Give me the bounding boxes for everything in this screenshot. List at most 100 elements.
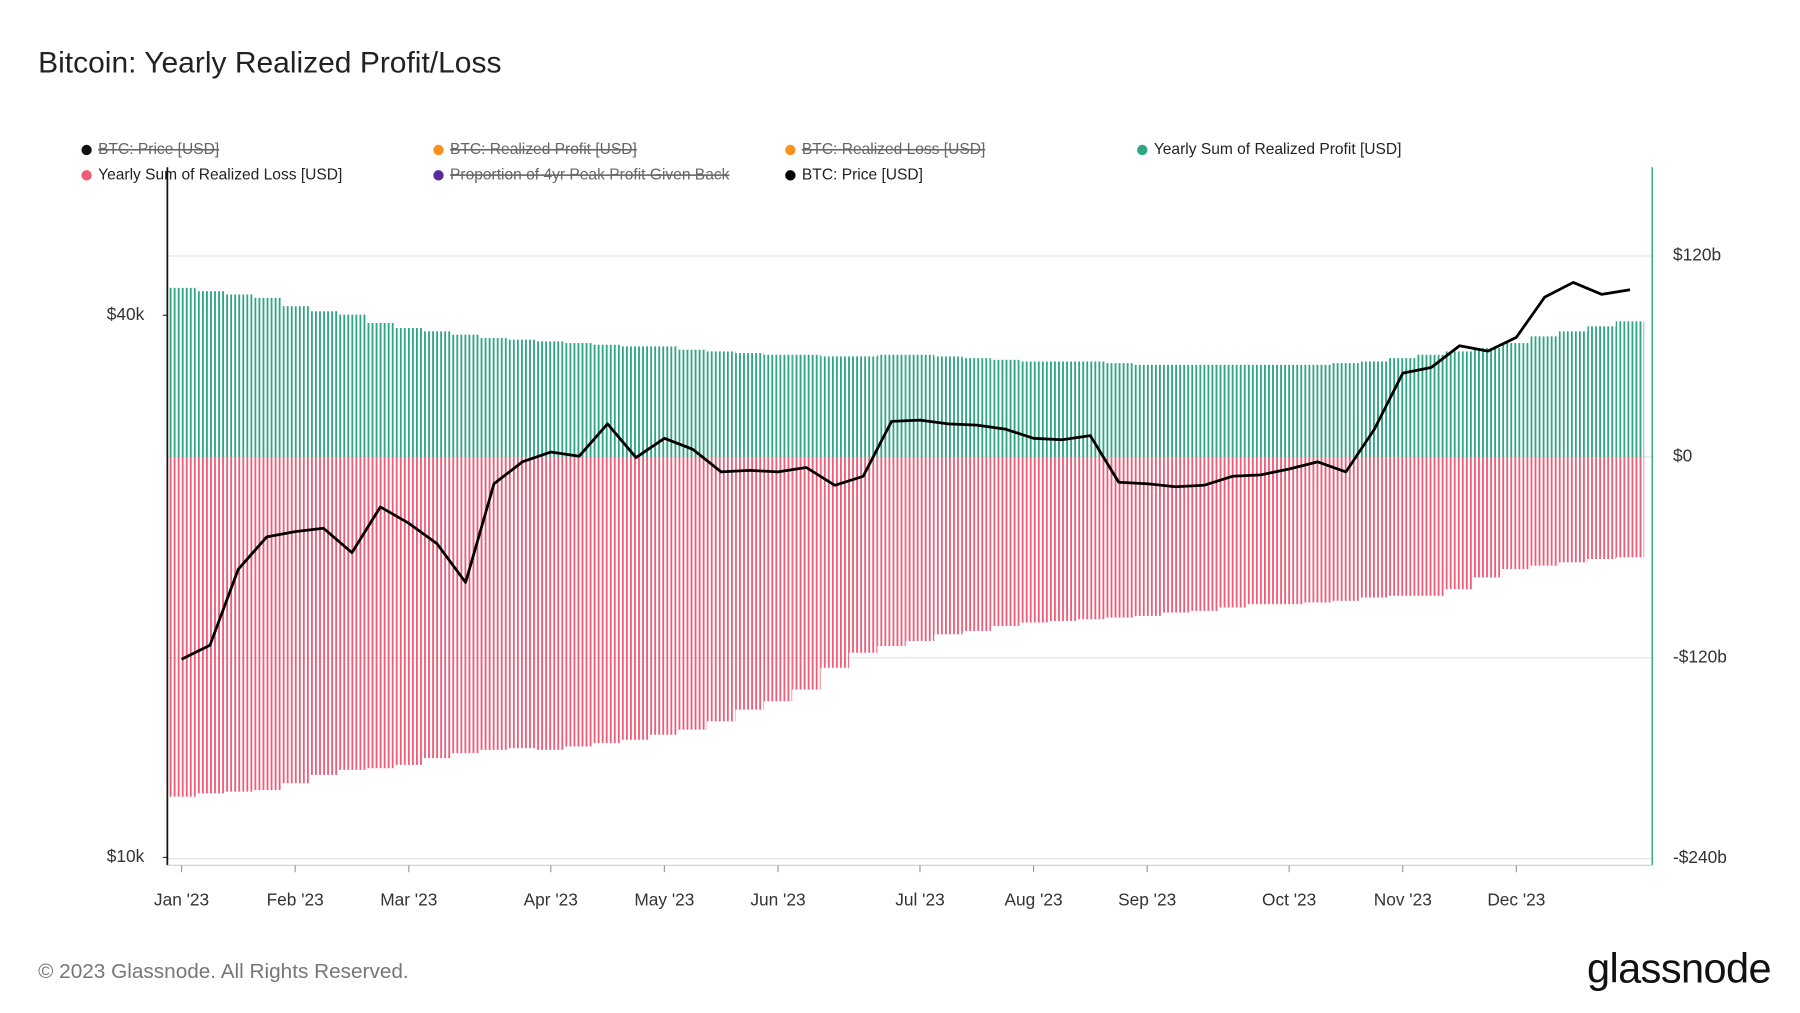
bar	[195, 291, 225, 457]
bar	[479, 456, 509, 750]
chart-title: Bitcoin: Yearly Realized Profit/Loss	[38, 47, 501, 80]
bar	[1019, 361, 1048, 457]
bar	[451, 456, 480, 754]
bar	[1502, 456, 1531, 570]
bar	[337, 456, 367, 770]
legend-label: Yearly Sum of Realized Profit [USD]	[1154, 141, 1402, 158]
bar	[451, 334, 480, 457]
bar	[877, 456, 906, 647]
bar	[650, 456, 679, 735]
bar	[650, 346, 679, 457]
bar	[1047, 456, 1077, 621]
x-tick-label: Sep '23	[1118, 890, 1176, 910]
bar	[280, 456, 310, 784]
bar	[1473, 456, 1503, 578]
bar	[479, 338, 509, 457]
bar	[820, 456, 849, 668]
bar	[394, 456, 423, 765]
bar	[706, 456, 736, 722]
bar	[621, 346, 651, 457]
bar	[1189, 456, 1219, 611]
bar	[252, 456, 281, 790]
x-tick-label: Dec '23	[1487, 890, 1545, 910]
bar	[508, 339, 537, 457]
bar	[1473, 348, 1503, 457]
bar	[1558, 456, 1588, 563]
x-tick-label: Jun '23	[750, 890, 805, 910]
bar	[1331, 363, 1361, 457]
bar	[820, 356, 849, 457]
x-tick-label: Mar '23	[380, 890, 437, 910]
bar	[536, 341, 565, 457]
bar	[990, 456, 1020, 626]
bar	[167, 456, 196, 797]
x-tick-label: Oct '23	[1262, 890, 1316, 910]
bar	[1530, 456, 1559, 566]
x-tick-label: Apr '23	[524, 890, 578, 910]
legend-marker	[785, 144, 796, 156]
bar	[1132, 364, 1162, 457]
bar	[1331, 456, 1361, 601]
y2-tick-label: -$120b	[1673, 646, 1727, 666]
bar	[1218, 456, 1247, 608]
bar	[1076, 456, 1105, 620]
bar	[252, 297, 281, 457]
bar	[905, 354, 935, 457]
bar	[1416, 354, 1446, 457]
bar	[735, 353, 764, 457]
bar	[763, 456, 793, 702]
x-tick-label: May '23	[634, 890, 694, 910]
bar	[1360, 456, 1389, 598]
bar	[1587, 326, 1616, 457]
logo: glassnode	[1587, 944, 1771, 991]
bar	[848, 356, 878, 457]
bar	[366, 322, 395, 457]
legend-marker	[433, 170, 444, 181]
bar	[678, 349, 707, 457]
legend-label: BTC: Realized Profit [USD]	[450, 141, 637, 158]
x-tick-label: Aug '23	[1005, 890, 1063, 910]
bar	[706, 351, 736, 457]
bar	[905, 456, 935, 642]
price-line	[180, 281, 1631, 661]
bar	[1303, 456, 1332, 603]
bar	[1274, 456, 1304, 605]
bar	[735, 456, 764, 710]
bar	[564, 456, 594, 747]
bar	[167, 287, 196, 457]
bar	[1161, 456, 1190, 613]
y2-tick-label: -$240b	[1673, 847, 1727, 867]
bar	[1558, 331, 1588, 457]
bar	[792, 456, 821, 690]
bar	[1615, 456, 1645, 558]
bar	[422, 331, 452, 457]
bar	[1416, 456, 1446, 596]
bar	[224, 294, 253, 457]
bar	[1530, 336, 1559, 457]
bar	[394, 327, 423, 457]
bar	[1246, 456, 1275, 605]
bar	[1161, 364, 1190, 457]
bar	[763, 354, 793, 457]
bar	[848, 456, 878, 653]
bar	[1303, 364, 1332, 457]
bar	[366, 456, 395, 769]
bar	[1246, 364, 1275, 457]
bar	[792, 354, 821, 457]
legend-marker	[81, 170, 92, 181]
bar	[224, 456, 253, 792]
bar	[1047, 361, 1077, 457]
bar	[564, 343, 594, 457]
x-tick-label: Jul '23	[895, 890, 944, 910]
bar	[1076, 361, 1105, 457]
legend-label: BTC: Realized Loss [USD]	[802, 141, 985, 158]
y2-tick-label: $0	[1673, 445, 1692, 465]
bar	[593, 456, 622, 744]
legend-marker	[81, 144, 92, 156]
bar	[934, 456, 963, 635]
bar	[1587, 456, 1616, 559]
bar	[508, 456, 537, 749]
bar	[962, 456, 991, 631]
bar	[990, 359, 1020, 457]
